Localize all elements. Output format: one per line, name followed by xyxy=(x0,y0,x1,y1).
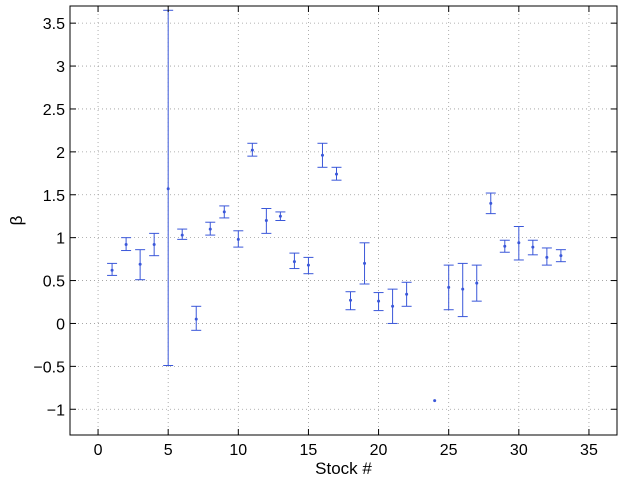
data-point xyxy=(531,245,535,249)
y-tick-label: 0 xyxy=(56,316,65,333)
x-tick-label: 0 xyxy=(94,442,103,459)
x-tick-label: 15 xyxy=(300,442,318,459)
y-tick-label: 2 xyxy=(56,145,65,162)
data-point xyxy=(391,304,395,308)
data-point xyxy=(447,285,451,289)
data-point xyxy=(250,148,254,152)
data-point xyxy=(349,298,353,302)
data-point xyxy=(166,187,170,191)
data-point xyxy=(377,299,381,303)
data-point xyxy=(489,201,493,205)
data-point xyxy=(180,233,184,237)
data-point xyxy=(278,214,282,218)
grid-lines xyxy=(70,6,617,435)
y-tick-label: 3 xyxy=(56,59,65,76)
data-point xyxy=(503,244,507,248)
data-point xyxy=(222,210,226,214)
data-point xyxy=(545,255,549,259)
data-point xyxy=(334,172,338,176)
data-point xyxy=(264,219,268,222)
x-axis-label: Stock # xyxy=(315,459,372,478)
data-point xyxy=(517,241,521,245)
data-point xyxy=(152,243,156,247)
data-point xyxy=(405,292,409,296)
data-point xyxy=(236,237,240,241)
data-point xyxy=(306,263,310,267)
data-point xyxy=(124,243,128,247)
data-point xyxy=(208,227,212,231)
y-tick-label: −0.5 xyxy=(33,359,65,376)
y-axis-label: β xyxy=(7,215,26,225)
y-tick-label: 1 xyxy=(56,231,65,248)
x-tick-label: 10 xyxy=(229,442,247,459)
y-tick-label: 2.5 xyxy=(43,102,65,119)
data-point xyxy=(559,254,563,258)
x-tick-label: 20 xyxy=(370,442,388,459)
data-point xyxy=(194,317,198,321)
y-tick-label: 0.5 xyxy=(43,274,65,291)
data-point xyxy=(110,268,114,272)
data-series xyxy=(107,9,566,403)
data-point xyxy=(363,261,367,265)
plot-frame xyxy=(69,5,618,436)
y-tick-label: 1.5 xyxy=(43,188,65,205)
x-tick-label: 35 xyxy=(580,442,598,459)
data-point xyxy=(138,262,142,266)
y-tick-label: −1 xyxy=(47,402,65,419)
data-point xyxy=(475,281,479,285)
data-point xyxy=(292,260,296,264)
data-point xyxy=(320,153,324,157)
axis-ticks: 0 5 10 15 20 25 30 35 −1 −0.5 0 0.5 1 1.5 2 2.5 3 3.5 xyxy=(33,6,617,459)
data-point xyxy=(461,287,465,291)
y-tick-label: 3.5 xyxy=(43,16,65,33)
x-tick-label: 30 xyxy=(510,442,528,459)
x-tick-label: 5 xyxy=(164,442,173,459)
data-point xyxy=(433,399,437,403)
x-tick-label: 25 xyxy=(440,442,458,459)
